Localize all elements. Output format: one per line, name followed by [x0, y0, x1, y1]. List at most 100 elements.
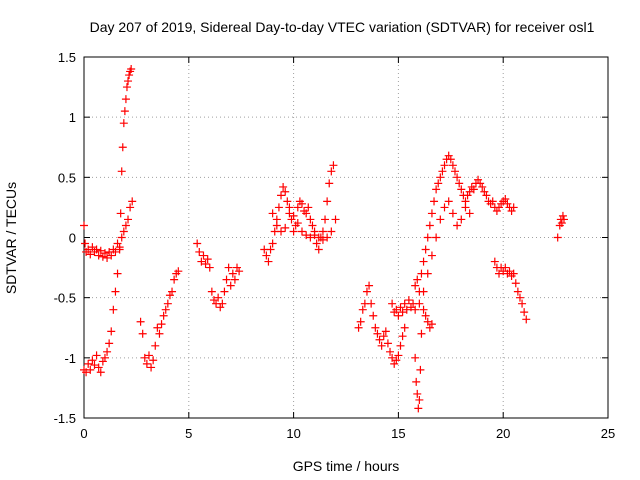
- data-point: [465, 209, 474, 218]
- data-point: [84, 359, 93, 368]
- data-point: [207, 287, 216, 296]
- data-point: [109, 305, 118, 314]
- data-point: [302, 231, 311, 240]
- x-tick-label: 0: [80, 426, 87, 441]
- data-point: [413, 389, 422, 398]
- data-point: [222, 275, 231, 284]
- data-point: [318, 227, 327, 236]
- data-point: [218, 299, 227, 308]
- data-point: [495, 203, 504, 212]
- data-point: [323, 197, 332, 206]
- data-point: [147, 363, 156, 372]
- data-point: [329, 161, 338, 170]
- data-point: [490, 257, 499, 266]
- data-point: [356, 317, 365, 326]
- data-point: [358, 305, 367, 314]
- data-point: [306, 215, 315, 224]
- data-point: [113, 269, 122, 278]
- data-point: [289, 227, 298, 236]
- data-markers: [80, 65, 568, 413]
- data-point: [293, 203, 302, 212]
- data-point: [277, 191, 286, 200]
- data-point: [205, 263, 214, 272]
- data-point: [386, 347, 395, 356]
- data-point: [116, 209, 125, 218]
- data-point: [228, 269, 237, 278]
- data-point: [120, 107, 129, 116]
- data-point: [283, 197, 292, 206]
- data-point: [105, 339, 114, 348]
- data-point: [138, 329, 147, 338]
- data-point: [327, 167, 336, 176]
- data-point: [367, 299, 376, 308]
- data-point: [80, 221, 88, 230]
- data-point: [203, 255, 212, 264]
- data-point: [396, 341, 405, 350]
- data-point: [396, 303, 405, 312]
- data-point: [230, 275, 239, 284]
- data-point: [323, 233, 332, 242]
- data-point: [375, 335, 384, 344]
- data-point: [421, 311, 430, 320]
- data-point: [216, 303, 225, 312]
- data-point: [310, 231, 319, 240]
- data-point: [100, 353, 109, 362]
- data-point: [394, 351, 403, 360]
- data-point: [457, 185, 466, 194]
- data-point: [411, 305, 420, 314]
- data-point: [446, 155, 455, 164]
- data-point: [371, 323, 380, 332]
- data-point: [157, 320, 166, 329]
- data-point: [558, 211, 567, 220]
- data-point: [518, 299, 527, 308]
- data-point: [144, 351, 153, 360]
- data-point: [197, 257, 206, 266]
- data-point: [469, 185, 478, 194]
- data-point: [400, 323, 409, 332]
- data-point: [419, 287, 428, 296]
- data-point: [377, 341, 386, 350]
- data-point: [415, 395, 424, 404]
- data-point: [136, 317, 145, 326]
- data-point: [92, 245, 101, 254]
- data-point: [268, 239, 277, 248]
- data-point: [412, 377, 421, 386]
- data-point: [121, 95, 130, 104]
- data-point: [149, 356, 158, 365]
- data-point: [153, 323, 162, 332]
- data-point: [450, 167, 459, 176]
- data-point: [122, 83, 131, 92]
- data-point: [201, 259, 210, 268]
- data-point: [111, 247, 120, 256]
- data-point: [98, 357, 107, 366]
- data-point: [170, 275, 179, 284]
- data-point: [115, 245, 124, 254]
- data-point: [195, 247, 204, 256]
- data-point: [501, 194, 510, 203]
- data-point: [125, 71, 134, 80]
- y-tick-label: -1.5: [54, 411, 76, 426]
- data-point: [306, 233, 315, 242]
- data-point: [264, 257, 273, 266]
- data-point: [495, 269, 504, 278]
- data-point: [453, 221, 462, 230]
- data-point: [404, 296, 413, 305]
- data-point: [94, 363, 103, 372]
- data-point: [266, 245, 275, 254]
- data-point: [440, 161, 449, 170]
- data-point: [293, 219, 302, 228]
- data-point: [448, 209, 457, 218]
- data-point: [507, 207, 516, 216]
- x-tick-label: 25: [601, 426, 615, 441]
- data-point: [488, 197, 497, 206]
- data-point: [117, 233, 126, 242]
- data-point: [520, 308, 529, 317]
- data-point: [444, 151, 453, 160]
- y-tick-label: 1.5: [58, 50, 76, 65]
- data-point: [432, 185, 441, 194]
- data-point: [279, 182, 288, 191]
- data-point: [314, 245, 323, 254]
- data-point: [277, 227, 286, 236]
- data-point: [559, 215, 568, 224]
- data-point: [124, 77, 133, 86]
